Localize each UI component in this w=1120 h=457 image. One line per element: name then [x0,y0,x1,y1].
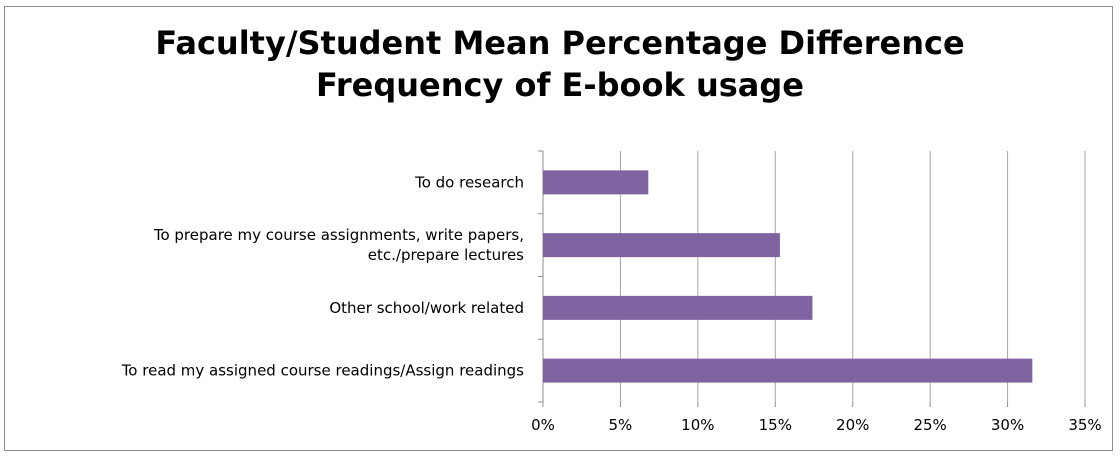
bar [543,170,649,195]
x-tick-label: 0% [531,416,555,434]
chart-title: Faculty/Student Mean Percentage Differen… [0,22,1120,106]
x-tick-label: 5% [609,416,633,434]
x-tick-label: 20% [836,416,869,434]
x-tick-label: 10% [681,416,714,434]
x-tick-label: 35% [1068,416,1101,434]
x-tick-label: 15% [759,416,792,434]
chart-title-line-2: Frequency of E-book usage [316,66,804,104]
category-label: To prepare my course assignments, write … [153,226,524,244]
bar [543,358,1033,383]
bar [543,233,780,258]
category-label: To read my assigned course readings/Assi… [121,362,524,380]
category-label: etc./prepare lectures [368,246,524,264]
x-tick-label: 30% [991,416,1024,434]
category-label: Other school/work related [329,299,524,317]
bar [543,295,813,320]
chart-title-line-1: Faculty/Student Mean Percentage Differen… [155,24,965,62]
x-tick-label: 25% [913,416,946,434]
category-label: To do research [414,173,524,191]
